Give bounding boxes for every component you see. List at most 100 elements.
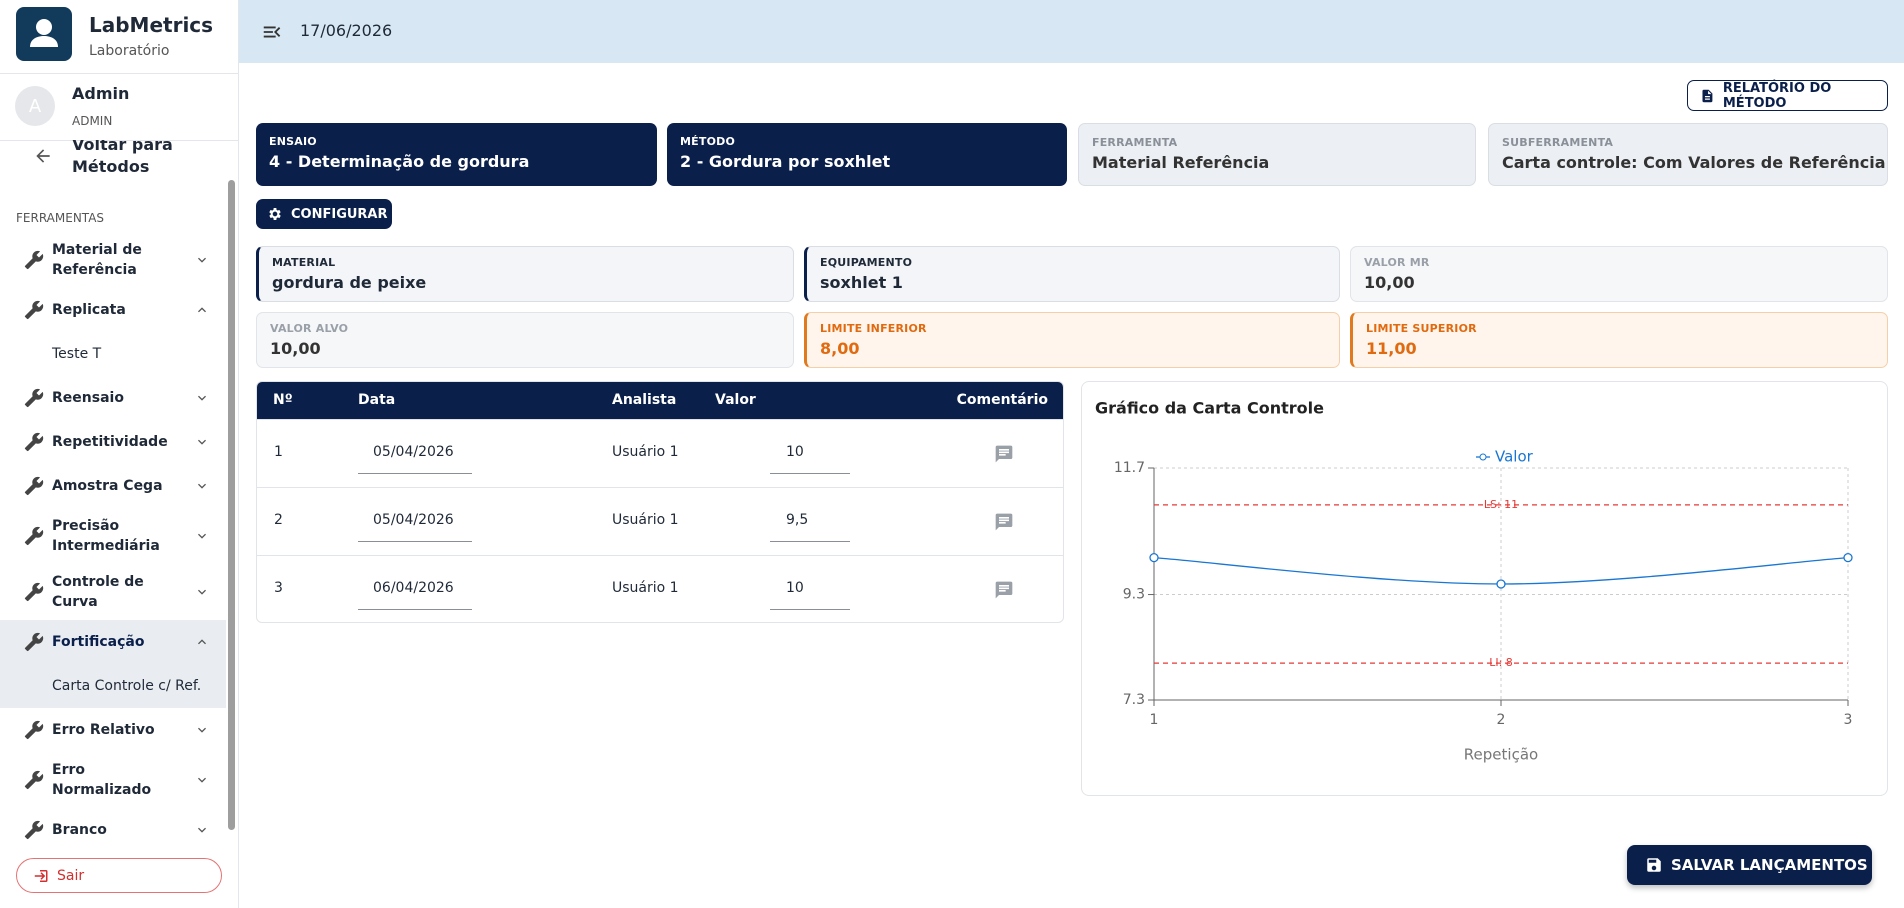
comment-icon bbox=[995, 581, 1013, 599]
wrench-icon bbox=[24, 300, 44, 320]
nav-label: Precisão Intermediária bbox=[52, 518, 160, 554]
date-input[interactable]: 05/04/2026 bbox=[358, 502, 472, 542]
wrench-icon bbox=[24, 476, 44, 496]
nav-subitem[interactable]: Teste T bbox=[52, 346, 102, 362]
date-input[interactable]: 05/04/2026 bbox=[358, 434, 472, 474]
user-role: ADMIN bbox=[72, 114, 113, 128]
wrench-icon bbox=[24, 632, 44, 652]
nav-item[interactable]: Erro Relativo bbox=[0, 708, 226, 752]
section-label: FERRAMENTAS bbox=[16, 211, 105, 225]
date-input[interactable]: 06/04/2026 bbox=[358, 570, 472, 610]
chevron-shape bbox=[198, 639, 206, 645]
info-card: EQUIPAMENTO soxhlet 1 bbox=[804, 246, 1340, 302]
comment-icon bbox=[995, 513, 1013, 531]
chevron-shape bbox=[198, 257, 206, 263]
nav-item[interactable]: Branco bbox=[0, 808, 226, 840]
nav-subitem[interactable]: Carta Controle c/ Ref. bbox=[0, 664, 226, 708]
card-value: soxhlet 1 bbox=[820, 273, 903, 292]
back-link[interactable]: Voltar para Métodos bbox=[0, 140, 226, 184]
chevron-shape bbox=[198, 727, 206, 733]
chevron bbox=[198, 827, 206, 833]
nav-label: Branco bbox=[52, 822, 107, 838]
chevron bbox=[198, 639, 206, 645]
nav-item[interactable]: Controle de Curva bbox=[0, 564, 226, 620]
value-input[interactable]: 10 bbox=[770, 570, 850, 610]
chevron bbox=[198, 307, 206, 313]
comment-button[interactable] bbox=[994, 512, 1014, 532]
comment-button[interactable] bbox=[994, 444, 1014, 464]
comment-button[interactable] bbox=[994, 580, 1014, 600]
row-number: 2 bbox=[274, 512, 283, 528]
nav-item[interactable]: Erro Normalizado bbox=[0, 752, 226, 808]
card-label: VALOR ALVO bbox=[270, 322, 349, 335]
divider bbox=[0, 73, 238, 74]
nav-item[interactable]: Precisão Intermediária bbox=[0, 508, 226, 564]
wrench-shape bbox=[24, 432, 44, 452]
menu-toggle[interactable] bbox=[261, 21, 283, 43]
info-card: LIMITE INFERIOR 8,00 bbox=[804, 312, 1340, 368]
info-card: MATERIAL gordura de peixe bbox=[256, 246, 794, 302]
context-card: MÉTODO 2 - Gordura por soxhlet bbox=[667, 123, 1067, 186]
column-header: Valor bbox=[715, 392, 756, 408]
card-label: MÉTODO bbox=[680, 135, 735, 148]
nav-item[interactable]: Amostra Cega bbox=[0, 464, 226, 508]
report-button[interactable]: RELATÓRIO DO MÉTODO bbox=[1687, 80, 1888, 111]
row-number: 3 bbox=[274, 580, 283, 596]
card-label: LIMITE SUPERIOR bbox=[1366, 322, 1477, 335]
scroll-thumb bbox=[228, 180, 235, 830]
back-label: Voltar para Métodos bbox=[72, 140, 173, 176]
card-value: 10,00 bbox=[1364, 273, 1415, 292]
value-input[interactable]: 10 bbox=[770, 434, 850, 474]
card-value: Carta controle: Com Valores de Referênci… bbox=[1502, 153, 1886, 172]
nav-scroll: Voltar para Métodos FERRAMENTAS Material… bbox=[0, 140, 226, 840]
info-card: VALOR ALVO 10,00 bbox=[256, 312, 794, 368]
analyst: Usuário 1 bbox=[612, 580, 679, 596]
chevron-shape bbox=[198, 395, 206, 401]
reference-label: LI: 8 bbox=[1489, 656, 1513, 669]
context-card: SUBFERRAMENTA Carta controle: Com Valores… bbox=[1488, 123, 1888, 186]
nav-item[interactable]: Material de Referência bbox=[0, 232, 226, 288]
logout-button[interactable]: Sair bbox=[16, 858, 222, 893]
column-header: Nº bbox=[273, 392, 293, 408]
card-value: 11,00 bbox=[1366, 339, 1417, 358]
save-icon bbox=[1647, 858, 1661, 872]
context-card: FERRAMENTA Material Referência bbox=[1078, 123, 1476, 186]
chart-card: Gráfico da Carta Controle 7.3 9.3 11.7 1 2 3 R… bbox=[1081, 381, 1888, 796]
wrench-shape bbox=[24, 300, 44, 320]
card-label: LIMITE INFERIOR bbox=[820, 322, 927, 335]
nav-item[interactable]: Repetitividade bbox=[0, 420, 226, 464]
chevron bbox=[198, 395, 206, 401]
wrench-icon bbox=[24, 720, 44, 740]
value-input[interactable]: 9,5 bbox=[770, 502, 850, 542]
nav-label: Replicata bbox=[52, 302, 126, 318]
nav-label: Controle de Curva bbox=[52, 574, 144, 610]
save-label: SALVAR LANÇAMENTOS bbox=[1671, 856, 1868, 874]
table-row: 2 05/04/2026 Usuário 1 9,5 bbox=[257, 487, 1063, 555]
nav-item[interactable]: Fortificação bbox=[0, 620, 226, 664]
configure-button[interactable]: CONFIGURAR bbox=[256, 199, 392, 229]
chevron bbox=[198, 483, 206, 489]
wrench-icon bbox=[24, 250, 44, 270]
gear-icon bbox=[269, 208, 281, 220]
wrench-shape bbox=[24, 388, 44, 408]
card-label: FERRAMENTA bbox=[1092, 136, 1178, 149]
chart-title: Gráfico da Carta Controle bbox=[1095, 399, 1324, 418]
wrench-icon bbox=[24, 770, 44, 790]
wrench-icon bbox=[24, 388, 44, 408]
context-card: ENSAIO 4 - Determinação de gordura bbox=[256, 123, 657, 186]
save-button[interactable]: SALVAR LANÇAMENTOS bbox=[1627, 845, 1872, 885]
card-label: SUBFERRAMENTA bbox=[1502, 136, 1614, 149]
analyst: Usuário 1 bbox=[612, 444, 679, 460]
info-card: VALOR MR 10,00 bbox=[1350, 246, 1888, 302]
nav-item[interactable]: Reensaio bbox=[0, 376, 226, 420]
chevron-shape bbox=[198, 483, 206, 489]
column-header: Comentário bbox=[956, 392, 1048, 408]
chevron-shape bbox=[198, 589, 206, 595]
nav-item[interactable]: Replicata bbox=[0, 288, 226, 332]
chevron bbox=[198, 727, 206, 733]
chevron bbox=[198, 533, 206, 539]
info-card: LIMITE SUPERIOR 11,00 bbox=[1350, 312, 1888, 368]
wrench-icon bbox=[24, 526, 44, 546]
table-header: Nº Data Analista Valor Comentário bbox=[257, 382, 1063, 419]
